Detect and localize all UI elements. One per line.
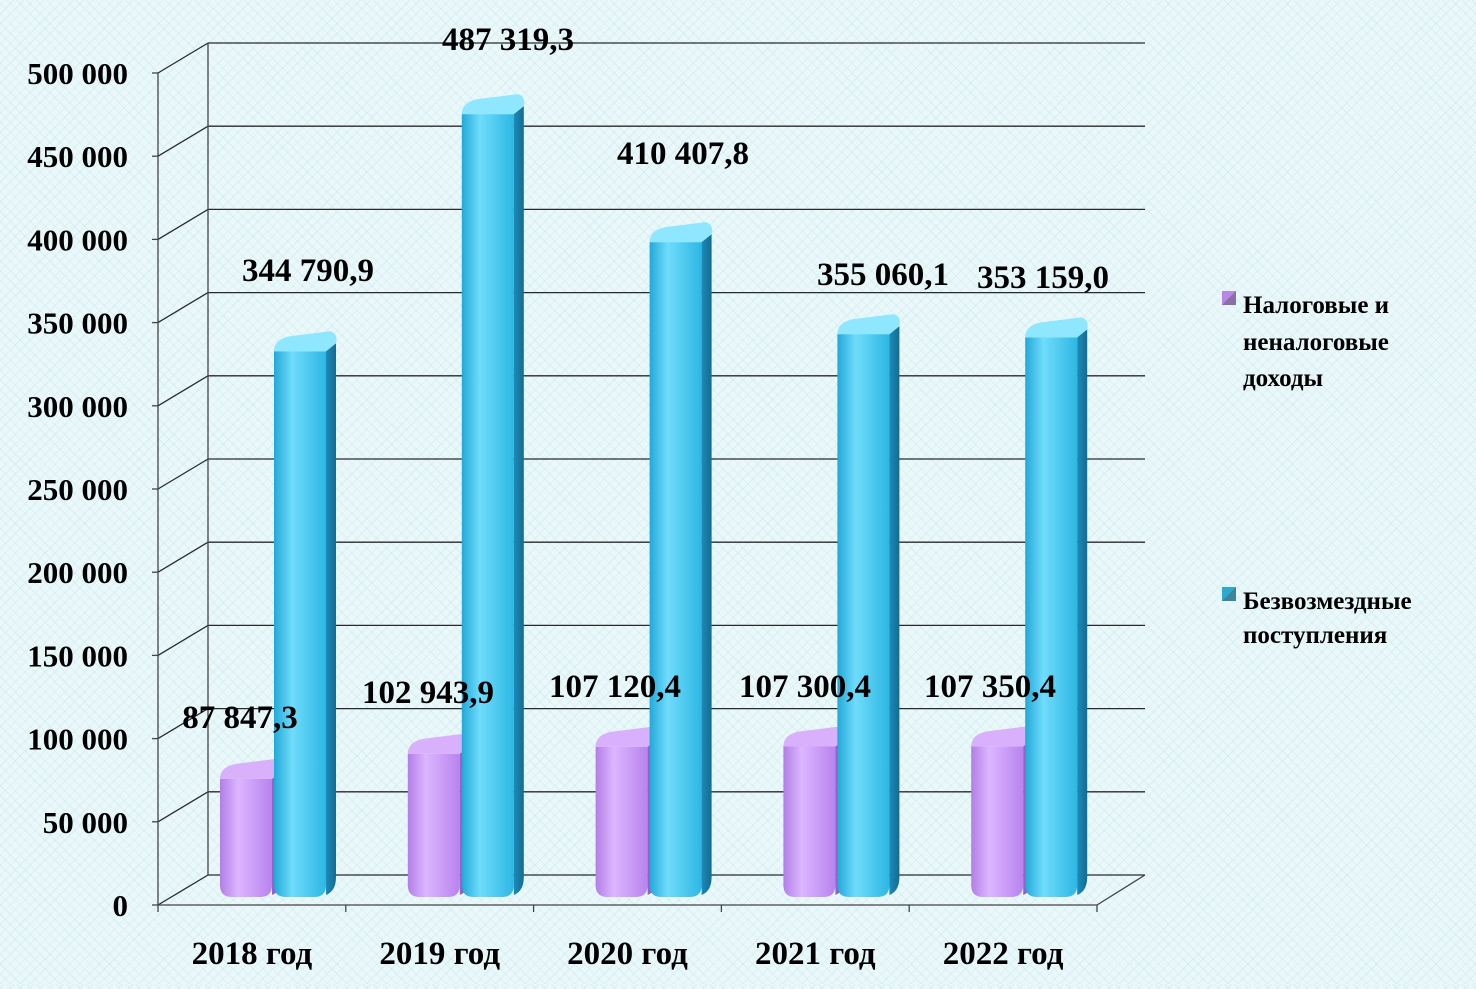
- bar-top: [595, 726, 658, 747]
- gridline-depth: [157, 541, 209, 573]
- bar-tax-revenue: [971, 746, 1024, 897]
- bar-grants: [461, 114, 514, 897]
- data-label: 353 159,0: [977, 260, 1109, 296]
- y-tick-label: 350 000: [27, 306, 128, 341]
- gridline-depth: [157, 208, 209, 240]
- y-tick-label: 200 000: [27, 555, 128, 590]
- bar-tax-revenue: [783, 746, 836, 897]
- bar-top: [407, 733, 471, 754]
- bar-grants: [1025, 337, 1078, 898]
- bar-grants: [274, 351, 326, 897]
- bar-grants: [649, 242, 702, 897]
- legend-label: поступления: [1243, 622, 1387, 649]
- bar-side: [701, 234, 712, 895]
- legend-label: Налоговые и: [1243, 292, 1389, 319]
- bar-grants: [837, 334, 890, 897]
- y-tick-label: 300 000: [27, 389, 128, 424]
- data-label: 87 847,3: [182, 700, 298, 736]
- gridline-depth: [157, 874, 209, 906]
- gridline-depth: [157, 708, 209, 740]
- x-tick-label: 2020 год: [567, 936, 688, 972]
- x-tick-label: 2022 год: [943, 936, 1064, 972]
- bar-top: [783, 726, 846, 747]
- bar-side: [889, 326, 900, 895]
- x-tick-label: 2021 год: [755, 936, 876, 972]
- bar-side: [1077, 329, 1088, 896]
- legend-label: Безвозмездные: [1243, 588, 1412, 615]
- bar-top: [1025, 317, 1088, 338]
- bar-top: [461, 94, 525, 115]
- bar-top: [274, 331, 337, 352]
- x-tick-label: 2019 год: [379, 936, 500, 972]
- data-label: 107 300,4: [739, 669, 871, 705]
- legend-label: доходы: [1243, 365, 1323, 392]
- gridline-depth: [157, 375, 209, 407]
- bar-side: [326, 343, 336, 895]
- data-label: 410 407,8: [617, 136, 749, 172]
- bar-top: [837, 314, 900, 335]
- bar-top: [971, 726, 1034, 747]
- data-label: 102 943,9: [362, 675, 494, 711]
- bar-top: [220, 758, 283, 779]
- gridline-depth: [157, 42, 209, 74]
- legend-swatch-shade: [1222, 587, 1236, 601]
- legend-swatch-shade: [1222, 291, 1236, 305]
- x-tick-label: 2018 год: [192, 936, 313, 972]
- legend-swatch: [1222, 587, 1236, 601]
- bar-side: [513, 106, 524, 895]
- bar-tax-revenue: [407, 753, 460, 897]
- y-tick-label: 0: [113, 888, 129, 923]
- data-label: 355 060,1: [817, 257, 949, 293]
- y-tick-label: 500 000: [27, 56, 128, 91]
- bar-tax-revenue: [220, 778, 272, 897]
- legend-swatch: [1222, 291, 1236, 305]
- bar-top: [649, 222, 712, 243]
- gridline-depth: [157, 292, 209, 324]
- legend-label: неналоговые: [1243, 329, 1389, 356]
- bar-tax-revenue: [595, 746, 648, 897]
- data-label: 107 350,4: [924, 669, 1056, 705]
- y-tick-label: 100 000: [27, 722, 128, 757]
- y-tick-label: 50 000: [43, 805, 128, 840]
- gridline-depth: [157, 125, 209, 157]
- y-tick-label: 450 000: [27, 139, 128, 174]
- gridline-depth: [157, 791, 209, 823]
- floor-right-edge: [1096, 874, 1146, 906]
- y-tick-label: 250 000: [27, 472, 128, 507]
- gridline-depth: [157, 624, 209, 656]
- data-label: 344 790,9: [242, 253, 374, 289]
- y-tick-label: 150 000: [27, 638, 128, 673]
- y-tick-label: 400 000: [27, 222, 128, 257]
- gridline-depth: [157, 458, 209, 490]
- data-label: 107 120,4: [549, 669, 681, 705]
- data-label: 487 319,3: [442, 22, 574, 58]
